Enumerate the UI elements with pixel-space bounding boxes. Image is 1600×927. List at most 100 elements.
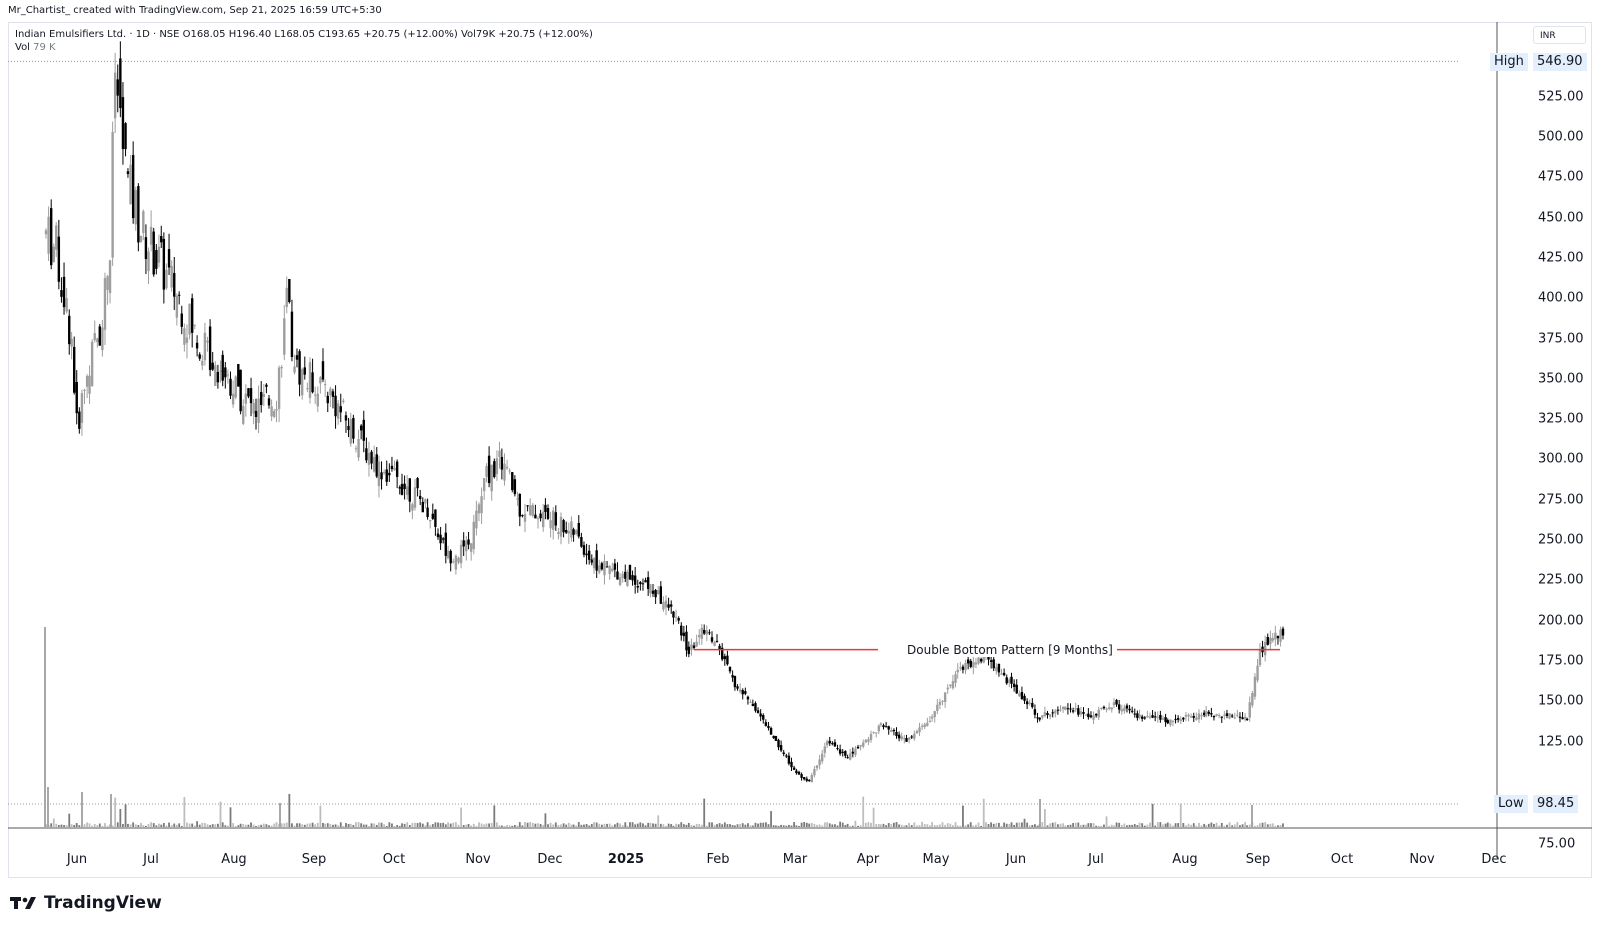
candle-body (431, 513, 435, 519)
candle-body (1140, 716, 1144, 719)
volume-bar (401, 823, 403, 827)
volume-bar (1259, 823, 1261, 827)
volume-bar (1236, 822, 1239, 827)
candle-body (1046, 713, 1049, 715)
volume-bar (690, 824, 693, 827)
candle-body (449, 550, 452, 564)
candle-body (1176, 718, 1180, 720)
candle-body (1274, 632, 1277, 640)
volume-bar (475, 825, 478, 827)
volume-bar (713, 824, 716, 827)
candle-body (1136, 713, 1139, 718)
candle-body (982, 653, 985, 663)
volume-bar (183, 797, 186, 827)
volume-spike (1039, 799, 1041, 827)
volume-spike (279, 803, 281, 827)
volume-bar (478, 822, 480, 827)
volume-bar (1192, 823, 1195, 827)
currency-button[interactable]: INR (1533, 26, 1586, 44)
volume-bar (416, 823, 419, 827)
volume-bar (114, 797, 117, 827)
volume-bar (621, 825, 624, 827)
volume-bar (624, 822, 627, 827)
candle-body (454, 555, 458, 570)
time-tick: Jun (1005, 852, 1027, 867)
price-tick: 275.00 (1538, 492, 1584, 508)
volume-bar (795, 825, 798, 827)
volume-legend: Vol 79 K (15, 41, 593, 54)
volume-bar (1282, 823, 1284, 827)
volume-bar (654, 823, 657, 827)
candle-body (539, 513, 542, 519)
candle-body (1015, 684, 1018, 694)
volume-bar (426, 822, 429, 827)
volume-bar (434, 822, 437, 827)
volume-bar (75, 823, 78, 827)
candle-body (726, 655, 729, 665)
candle-body (398, 487, 401, 489)
volume-bar (457, 824, 460, 827)
volume-bar (188, 823, 191, 827)
candle-body (1171, 720, 1175, 723)
volume-bar (954, 822, 957, 827)
volume-bar (1067, 825, 1069, 827)
candle-body (155, 250, 158, 269)
candle-body (180, 313, 183, 327)
volume-bar (414, 822, 416, 827)
candle-body (941, 700, 944, 702)
volume-bar (111, 825, 114, 827)
low-tag: Low (1494, 795, 1528, 813)
volume-bar (270, 825, 273, 827)
volume-bar (1138, 822, 1141, 827)
volume-bar (1003, 822, 1006, 827)
volume-bar (1156, 822, 1159, 827)
time-tick: Aug (1172, 852, 1198, 867)
candle-body (774, 736, 778, 741)
volume-bar (826, 822, 829, 827)
candle-body (721, 647, 724, 660)
volume-bar (577, 822, 580, 827)
candle-body (1008, 679, 1011, 683)
volume-bar (634, 824, 637, 827)
volume-bar (1120, 824, 1123, 827)
volume-bar (554, 822, 557, 827)
pattern-annotation-label[interactable]: Double Bottom Pattern [9 Months] (903, 642, 1117, 657)
volume-bar (1185, 825, 1187, 827)
candle-body (354, 448, 358, 450)
candle-body (1279, 629, 1282, 642)
volume-bar (708, 822, 711, 827)
volume-bar (1159, 822, 1162, 827)
candle-body (403, 483, 406, 490)
volume-bar (180, 825, 183, 827)
candle-body (1266, 637, 1269, 645)
candle-body (457, 557, 460, 563)
volume-bar (137, 824, 140, 827)
volume-bar (557, 824, 560, 827)
candle-body (113, 72, 117, 119)
price-tick: 500.00 (1538, 129, 1584, 145)
volume-bar (309, 823, 311, 827)
volume-bar (703, 798, 706, 827)
candle-body (147, 251, 150, 272)
volume-bar (1056, 824, 1059, 827)
candle-body (495, 458, 499, 475)
candle-body (580, 536, 583, 547)
candle-body (769, 727, 773, 735)
tradingview-logo[interactable]: TradingView (10, 893, 162, 913)
candle-body (644, 580, 647, 583)
volume-bar (885, 825, 888, 827)
candle-body (311, 372, 314, 393)
candle-body (185, 337, 189, 343)
volume-bar (662, 824, 665, 827)
volume-bar (575, 825, 578, 827)
candle-body (1269, 637, 1272, 645)
candle-body (731, 675, 734, 678)
volume-bar (444, 824, 447, 827)
candle-body (467, 539, 470, 545)
candle-body (1097, 709, 1100, 718)
candle-body (111, 132, 114, 258)
low-value: 98.45 (1533, 795, 1579, 813)
candle-body (216, 372, 220, 383)
volume-bar (1231, 825, 1234, 827)
